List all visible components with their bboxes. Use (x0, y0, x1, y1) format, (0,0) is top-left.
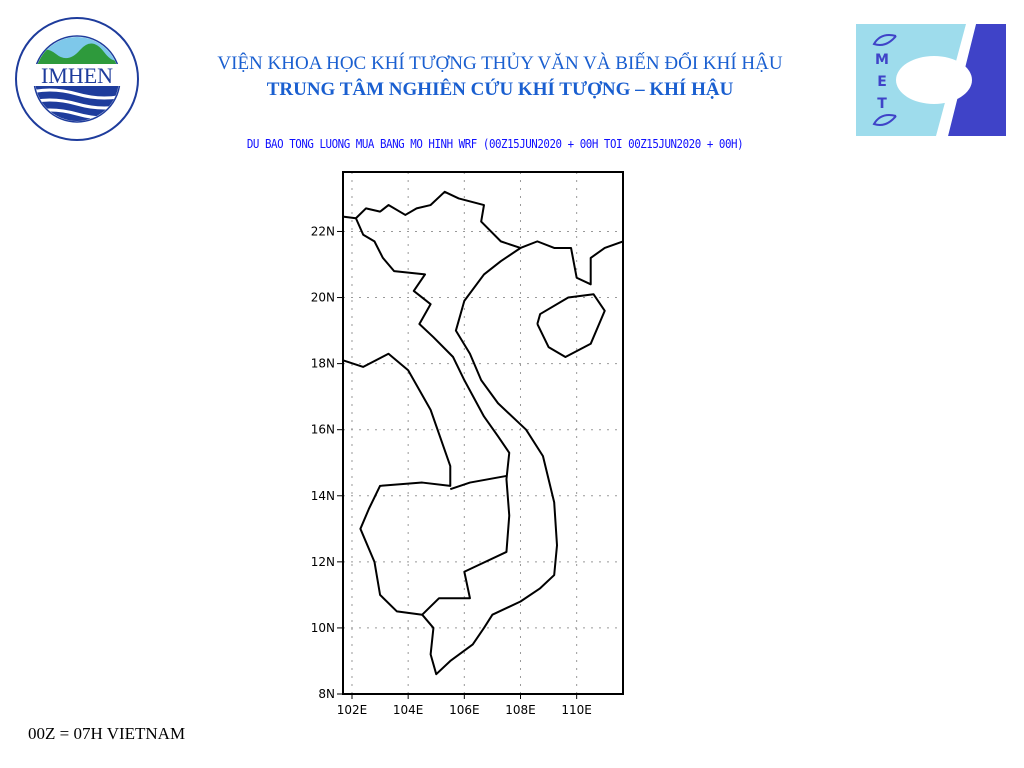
map-axes: 8N 10N 12N 14N 16N 18N 20N 22N 102E 104E 106E 108E 1… (311, 224, 592, 717)
lat-tick-label: 18N (311, 357, 335, 371)
map-frame (342, 171, 624, 695)
lat-tick-label: 16N (311, 423, 335, 437)
lat-tick-label: 22N (311, 224, 335, 238)
svg-text:M: M (875, 52, 889, 68)
china-coast (520, 240, 624, 286)
hainan-coast (536, 293, 606, 359)
lat-tick-label: 20N (311, 291, 335, 305)
laos-thailand-border (342, 352, 452, 616)
timezone-note: 00Z = 07H VIETNAM (28, 724, 186, 743)
cmetc-logo: M E T (856, 24, 1006, 136)
map-title: DU BAO TONG LUONG MUA BANG MO HINH WRF (… (246, 137, 744, 151)
laos-cambodia-border (449, 474, 507, 491)
lat-tick-label: 12N (311, 555, 335, 569)
map-grid (343, 172, 623, 695)
imhen-logo: IMHEN (15, 17, 139, 141)
lon-tick-label: 106E (449, 703, 480, 717)
map-boundaries (342, 190, 624, 676)
vietnam-outline (342, 190, 559, 676)
lon-tick-label: 108E (505, 703, 536, 717)
svg-text:E: E (877, 74, 887, 90)
institute-title: VIỆN KHOA HỌC KHÍ TƯỢNG THỦY VĂN VÀ BIẾN… (217, 53, 783, 74)
lat-tick-label: 14N (311, 489, 335, 503)
imhen-logo-text: IMHEN (41, 63, 113, 88)
svg-text:T: T (877, 96, 887, 112)
lat-tick-label: 10N (311, 621, 335, 635)
center-title: TRUNG TÂM NGHIÊN CỨU KHÍ TƯỢNG – KHÍ HẬU (266, 79, 734, 100)
lon-tick-label: 110E (561, 703, 592, 717)
lon-tick-label: 104E (393, 703, 424, 717)
lat-tick-label: 8N (318, 687, 335, 701)
lon-tick-label: 102E (337, 703, 368, 717)
